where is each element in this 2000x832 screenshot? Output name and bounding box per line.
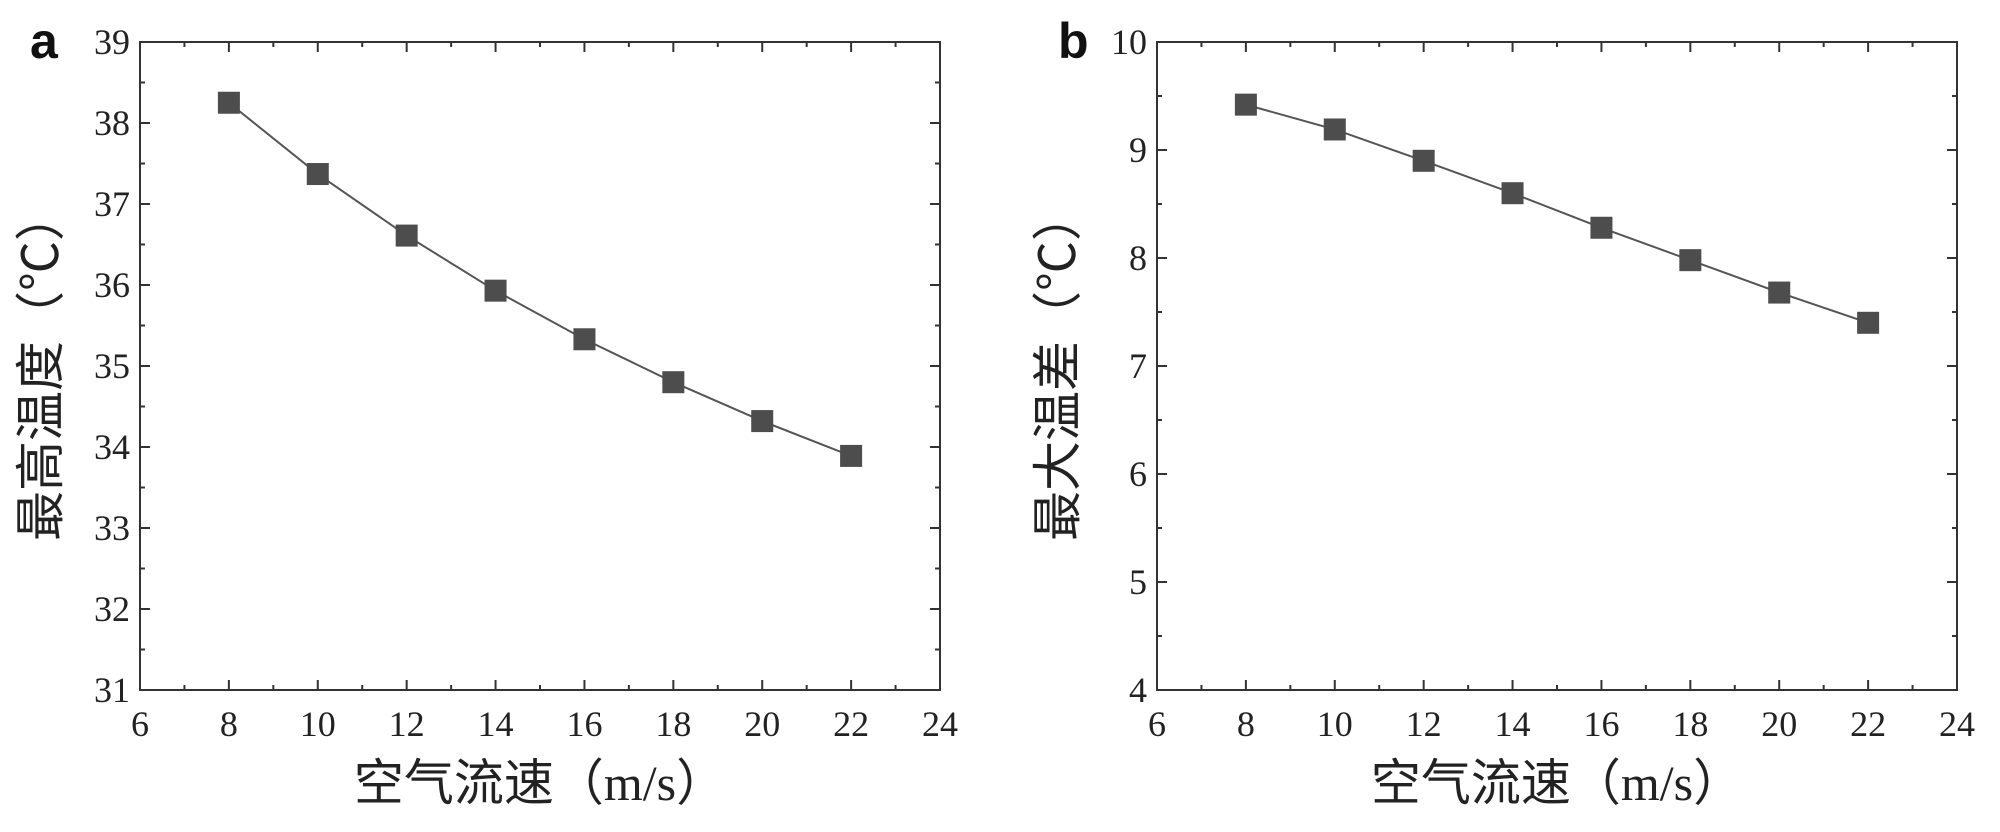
x-tick-label: 18 (655, 704, 691, 744)
x-tick-label: 24 (1939, 704, 1975, 744)
data-point (484, 279, 507, 302)
y-tick-label: 37 (94, 184, 130, 224)
data-point (1679, 249, 1702, 272)
x-tick-label: 16 (1583, 704, 1619, 744)
y-tick-label: 9 (1129, 130, 1147, 170)
y-tick-label: 36 (94, 265, 130, 305)
x-tick-label: 22 (1850, 704, 1886, 744)
data-point (840, 444, 863, 467)
x-tick-label: 12 (1406, 704, 1442, 744)
y-tick-label: 31 (94, 670, 130, 710)
y-tick-label: 10 (1111, 22, 1147, 62)
data-point (1412, 149, 1435, 172)
data-point (573, 328, 596, 351)
x-tick-label: 20 (1761, 704, 1797, 744)
y-tick-label: 33 (94, 508, 130, 548)
panel-label: b (1058, 13, 1089, 69)
x-tick-label: 20 (744, 704, 780, 744)
data-point (662, 371, 685, 394)
x-tick-label: 22 (833, 704, 869, 744)
x-axis-title: 空气流速（m/s） (354, 755, 726, 811)
x-tick-label: 10 (300, 704, 336, 744)
data-point (1323, 118, 1346, 141)
y-tick-label: 34 (94, 427, 130, 467)
data-point (1768, 281, 1791, 304)
y-tick-label: 7 (1129, 346, 1147, 386)
x-tick-label: 10 (1317, 704, 1353, 744)
data-point (1590, 216, 1613, 239)
data-point (306, 163, 329, 186)
x-tick-label: 8 (220, 704, 238, 744)
y-tick-label: 39 (94, 22, 130, 62)
x-tick-label: 6 (131, 704, 149, 744)
panel-b: 6 8 10 12 14 16 18 20 22 24 4 5 6 7 8 9 10 空气流速（m/s） 最大温差（… (1030, 13, 1975, 811)
y-tick-label: 35 (94, 346, 130, 386)
y-axis-title: 最大温差（℃） (1030, 191, 1086, 541)
x-tick-label: 16 (566, 704, 602, 744)
x-tick-label: 18 (1672, 704, 1708, 744)
y-tick-label: 5 (1129, 562, 1147, 602)
x-tick-label: 8 (1237, 704, 1255, 744)
x-tick-label: 14 (478, 704, 514, 744)
plot-frame (1156, 41, 1958, 691)
panel-a: 6 8 10 12 14 16 18 20 22 24 31 32 33 34 35 36 37 38 39 空气流速… (13, 13, 958, 811)
panel-label: a (30, 13, 59, 69)
data-point (395, 224, 418, 247)
data-point (1234, 93, 1257, 116)
y-tick-label: 6 (1129, 454, 1147, 494)
data-point (751, 410, 774, 433)
y-tick-label: 38 (94, 103, 130, 143)
x-tick-label: 24 (922, 704, 958, 744)
data-point (217, 91, 240, 114)
x-tick-label: 14 (1495, 704, 1531, 744)
series-line (228, 101, 852, 457)
y-axis-title: 最高温度（℃） (13, 191, 69, 541)
y-tick-label: 32 (94, 589, 130, 629)
plot-frame (139, 41, 941, 691)
data-point (1501, 182, 1524, 205)
x-axis-title: 空气流速（m/s） (1371, 755, 1743, 811)
y-tick-label: 4 (1129, 670, 1147, 710)
x-tick-label: 6 (1148, 704, 1166, 744)
data-point (1857, 311, 1880, 334)
x-tick-label: 12 (389, 704, 425, 744)
y-tick-label: 8 (1129, 238, 1147, 278)
series-line (1245, 103, 1869, 324)
